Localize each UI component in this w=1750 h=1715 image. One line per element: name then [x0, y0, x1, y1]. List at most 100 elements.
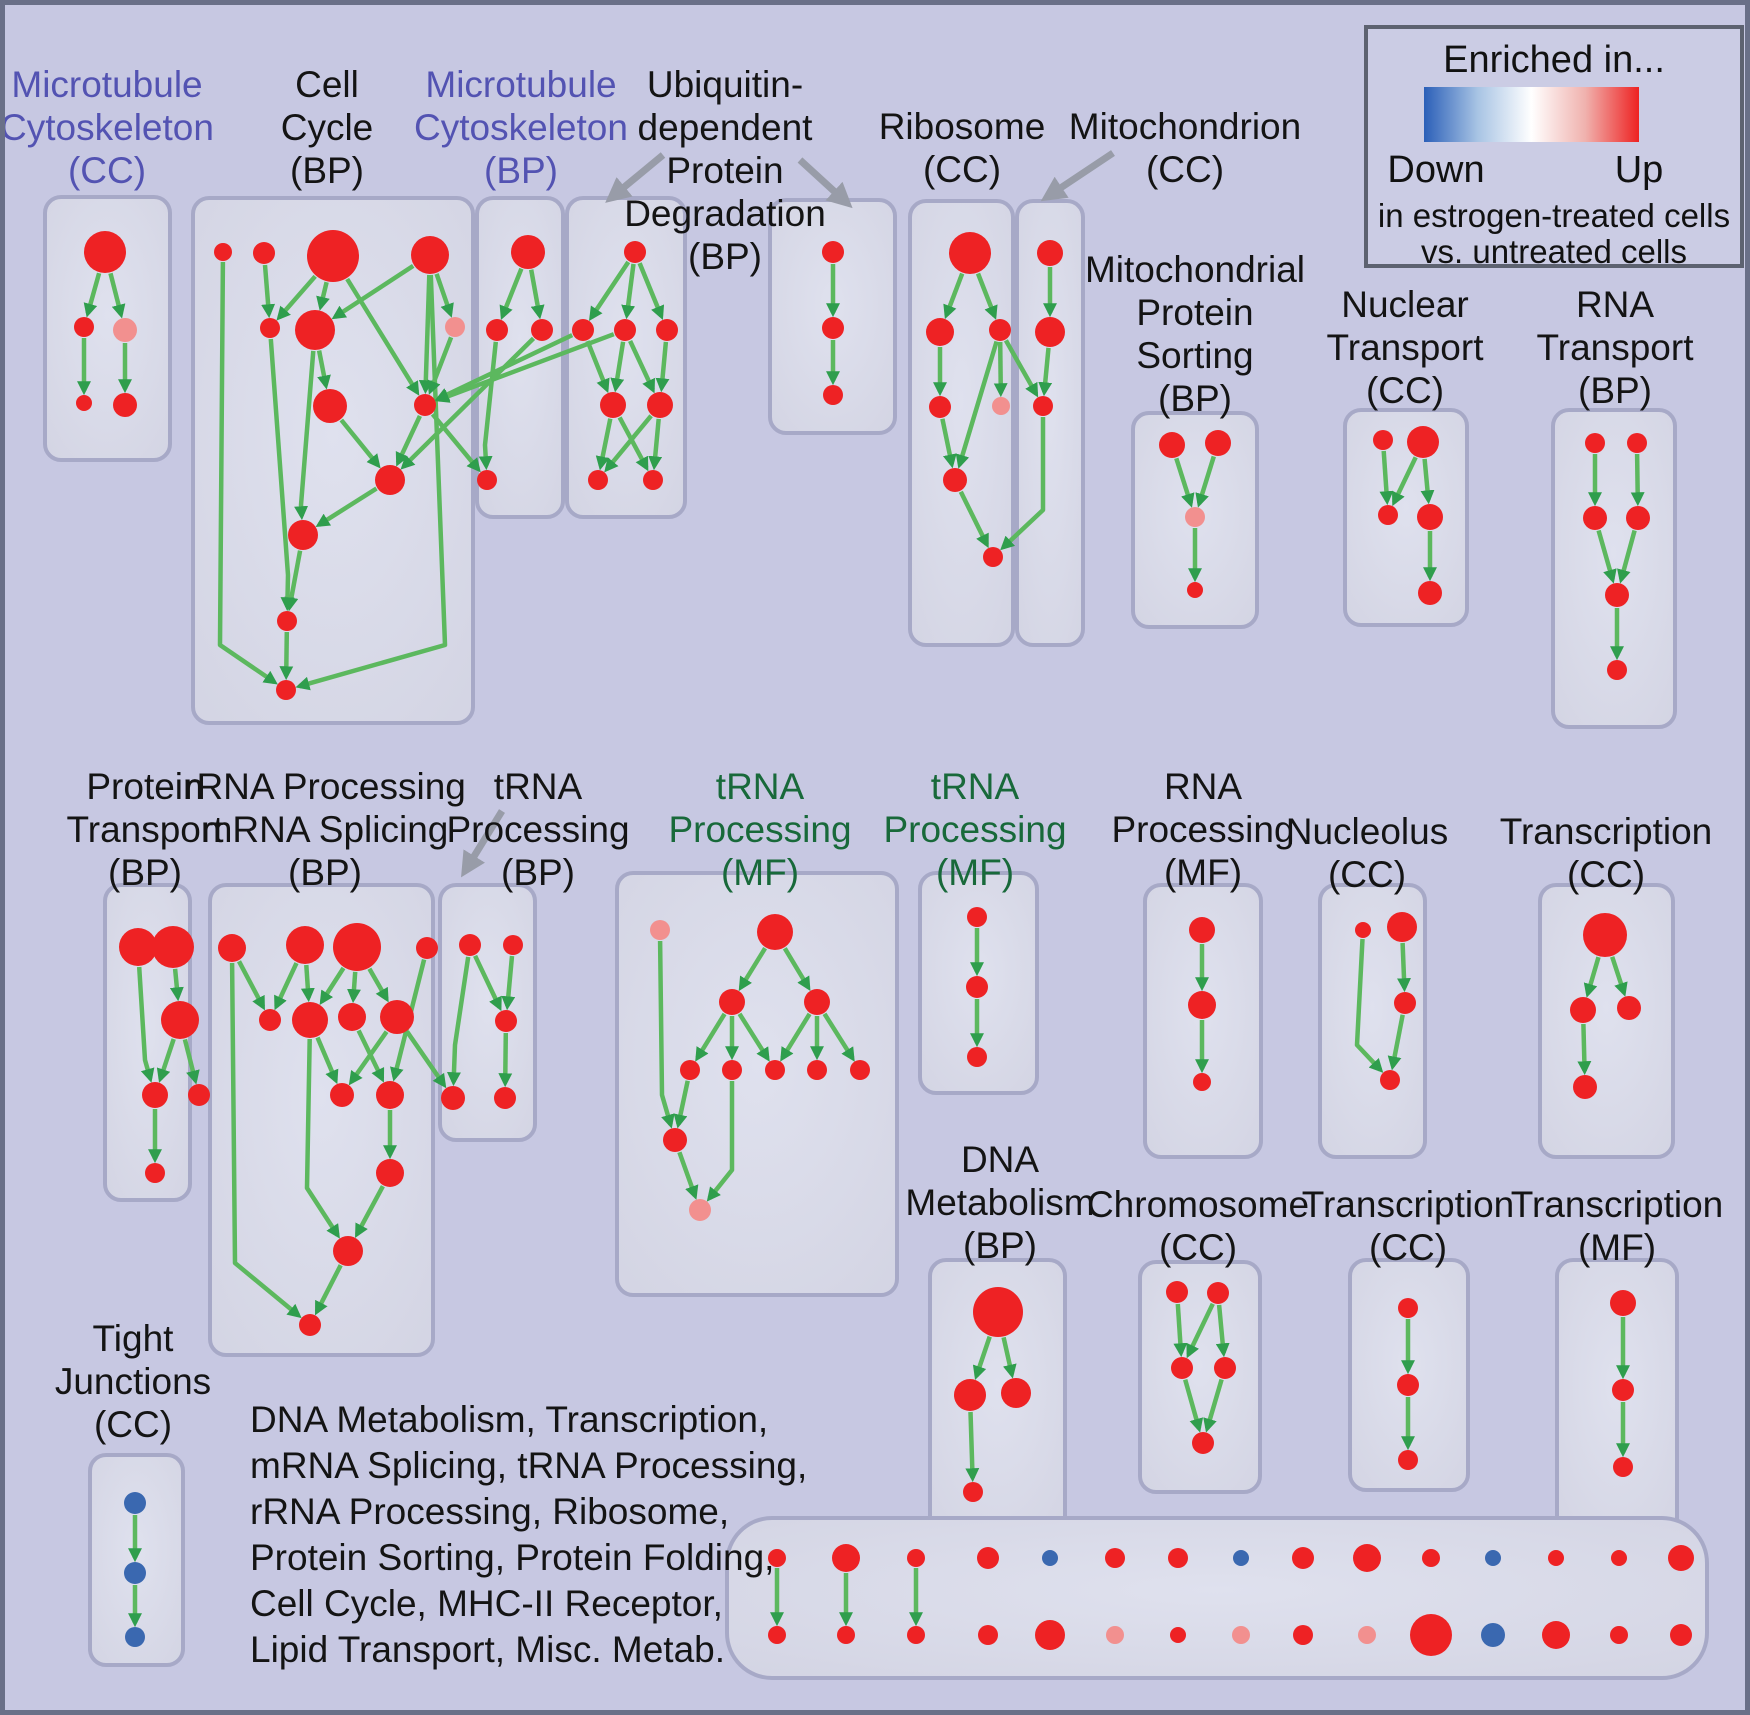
graph-edge: [1610, 956, 1628, 997]
graph-node-mc1: [84, 231, 126, 273]
graph-edge: [418, 274, 433, 395]
graph-node-nc2: [1387, 912, 1417, 942]
graph-edge: [1630, 453, 1645, 507]
graph-edge: [1183, 1378, 1204, 1433]
graph-node-rr1: [218, 934, 246, 962]
graph-edge: [972, 1335, 992, 1380]
graph-node-tf3: [1613, 1457, 1633, 1477]
graph-edge: [604, 414, 653, 473]
graph-edge: [1215, 1304, 1230, 1358]
cluster-box-nuclear-transport: [1343, 408, 1469, 627]
graph-node-ub7: [643, 470, 663, 490]
graph-edge: [435, 332, 615, 403]
graph-node-t2a: [1398, 1298, 1418, 1318]
graph-edge: [314, 1264, 343, 1316]
graph-edge: [940, 418, 957, 469]
graph-node-rr4: [416, 937, 438, 959]
graph-node-tm5: [722, 1060, 742, 1080]
graph-edge: [993, 341, 1008, 398]
graph-node-nc4: [1380, 1070, 1400, 1090]
graph-node-tn1: [967, 907, 987, 927]
graph-node-tc4: [1573, 1075, 1597, 1099]
graph-node-nt2: [1407, 426, 1439, 458]
legend-title: Enriched in...: [1443, 39, 1665, 81]
graph-node-tj3: [125, 1627, 145, 1647]
legend: Enriched in... Down Up in estrogen-treat…: [1364, 25, 1744, 270]
graph-node-mxb11: [1481, 1623, 1505, 1647]
graph-node-rt3: [1583, 506, 1607, 530]
ubiquitin-label-arrow-right: [797, 157, 853, 209]
graph-edge: [657, 940, 675, 1129]
graph-node-mxb4: [1035, 1620, 1065, 1650]
graph-node-mc4: [76, 395, 92, 411]
graph-node-rb1: [949, 232, 991, 274]
graph-node-cc4: [411, 236, 449, 274]
graph-edge: [1354, 938, 1384, 1073]
graph-node-rr12: [333, 1236, 363, 1266]
graph-node-rt1: [1585, 433, 1605, 453]
cluster-box-rrna-processing-mrna-splicing: [208, 883, 435, 1357]
mitochondrion-label-arrow: [1040, 150, 1115, 202]
graph-node-cc9: [414, 394, 436, 416]
graph-edge: [822, 1012, 855, 1062]
graph-node-mxt14: [1668, 1545, 1694, 1571]
graph-node-rt2: [1627, 433, 1647, 453]
legend-up-label: Up: [1614, 149, 1664, 191]
graph-node-tb3: [495, 1010, 517, 1032]
legend-gradient-bar: [1424, 87, 1639, 142]
graph-node-cc5: [260, 318, 280, 338]
graph-node-tj1: [124, 1492, 146, 1514]
graph-edge: [782, 947, 811, 991]
graph-node-t2b: [1397, 1374, 1419, 1396]
graph-node-mb4: [477, 470, 497, 490]
graph-node-mxt11: [1485, 1550, 1501, 1566]
graph-node-nt3: [1378, 505, 1398, 525]
graph-edge: [677, 1151, 699, 1200]
graph-edge: [345, 277, 420, 396]
graph-edge: [655, 341, 670, 393]
graph-node-mxb0: [768, 1626, 786, 1644]
graph-node-cc10: [375, 465, 405, 495]
graph-node-rb3: [989, 319, 1011, 341]
trna-bp-label-arrow: [461, 809, 505, 878]
graph-edge: [628, 339, 655, 394]
graph-edge: [501, 955, 516, 1011]
graph-node-mxb14: [1670, 1624, 1692, 1646]
graph-node-nt4: [1417, 504, 1443, 530]
graph-edge: [276, 274, 317, 321]
graph-node-dm1: [973, 1287, 1023, 1337]
graph-node-mc2: [74, 317, 94, 337]
graph-node-mp4: [1187, 582, 1203, 598]
graph-node-ub5: [647, 392, 673, 418]
graph-edge: [169, 968, 184, 1002]
graph-node-cc7: [445, 317, 465, 337]
graph-node-tc1: [1583, 913, 1627, 957]
graph-edge: [1003, 339, 1039, 398]
graph-node-mxb8: [1293, 1625, 1313, 1645]
graph-node-mxt13: [1611, 1550, 1627, 1566]
graph-node-mxb13: [1610, 1626, 1628, 1644]
graph-edge: [355, 1185, 385, 1238]
graph-node-mxt7: [1233, 1550, 1249, 1566]
graph-node-rr10: [376, 1081, 404, 1109]
graph-node-mb3: [531, 319, 553, 341]
graph-edge: [316, 281, 330, 311]
graph-node-pt5: [188, 1084, 210, 1106]
graph-edge: [1174, 457, 1195, 508]
graph-node-u2c: [823, 385, 843, 405]
graph-node-tm9: [663, 1128, 687, 1152]
graph-node-mp2: [1205, 430, 1231, 456]
ubiquitin-label-arrow-left: [605, 152, 666, 203]
graph-node-ub6: [588, 470, 608, 490]
graph-edge: [347, 971, 361, 1004]
graph-node-mxt4: [1042, 1550, 1058, 1566]
legend-down-label: Down: [1387, 149, 1485, 191]
graph-node-pt1: [119, 928, 157, 966]
graph-edge: [1420, 458, 1435, 505]
graph-edge: [706, 1081, 735, 1202]
graph-node-nc1: [1355, 922, 1371, 938]
graph-node-tb1: [459, 934, 481, 956]
graph-node-tm0: [650, 920, 670, 940]
graph-edge: [237, 960, 265, 1011]
